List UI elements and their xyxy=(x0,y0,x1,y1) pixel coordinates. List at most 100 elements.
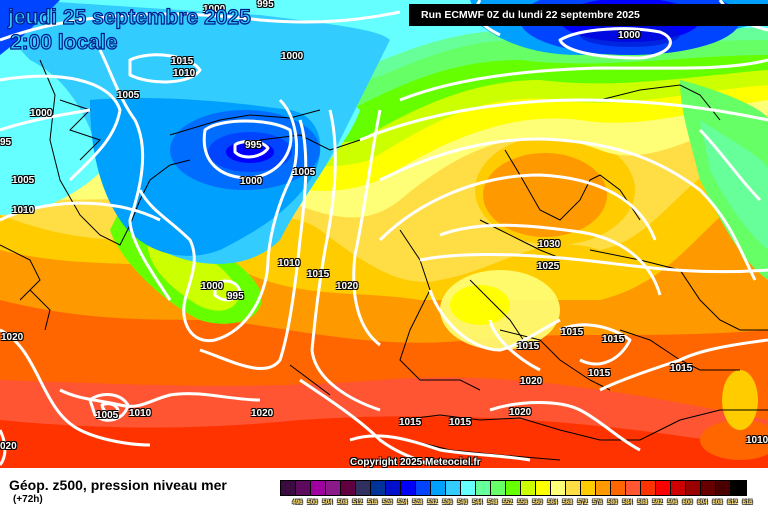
legend-swatch xyxy=(671,481,686,495)
isobar-label: 1025 xyxy=(537,261,560,272)
isobar-label: 1015 xyxy=(670,363,693,374)
legend-label: 496 xyxy=(292,500,303,506)
isobar-label: 1000 xyxy=(281,51,304,62)
isobar-label: 1000 xyxy=(30,108,53,119)
legend-label: 540 xyxy=(457,500,468,506)
legend-swatch xyxy=(611,481,626,495)
legend-swatch xyxy=(581,481,596,495)
forecast-date: jeudi 25 septembre 2025 xyxy=(7,6,251,29)
isobar-label: 1015 xyxy=(561,327,584,338)
legend-swatch xyxy=(716,481,731,495)
forecast-time: 2:00 locale xyxy=(9,31,118,54)
legend-label: 500 xyxy=(307,500,318,506)
legend-swatch xyxy=(506,481,521,495)
isobar-label: 1015 xyxy=(171,56,194,67)
legend-label: 512 xyxy=(352,500,363,506)
legend-label: 576 xyxy=(592,500,603,506)
legend-label: 532 xyxy=(427,500,438,506)
forecast-step: (+72h) xyxy=(13,494,43,505)
isobar-label: 1000 xyxy=(203,4,226,15)
legend-label: 504 xyxy=(322,500,333,506)
legend-swatch xyxy=(521,481,536,495)
legend-swatch xyxy=(311,481,326,495)
legend-label: 560 xyxy=(532,500,543,506)
legend-label: 528 xyxy=(412,500,423,506)
legend-label: 604 xyxy=(697,500,708,506)
isobar-label: 1015 xyxy=(449,417,472,428)
legend-label: 508 xyxy=(337,500,348,506)
parameter-title: Géop. z500, pression niveau mer xyxy=(9,477,227,493)
isobar-label: 1015 xyxy=(517,341,540,352)
isobar-label: 1015 xyxy=(588,368,611,379)
legend-label: 592 xyxy=(652,500,663,506)
legend-swatch xyxy=(626,481,641,495)
legend-swatch xyxy=(341,481,356,495)
legend-swatch xyxy=(416,481,431,495)
legend-label: 544 xyxy=(472,500,483,506)
legend-swatch xyxy=(281,481,296,495)
isobar-label: 1010 xyxy=(12,205,35,216)
isobar-label: 1015 xyxy=(399,417,422,428)
legend-swatch xyxy=(446,481,461,495)
isobar-label: 1005 xyxy=(293,167,316,178)
legend-label: 588 xyxy=(637,500,648,506)
isobar-label: 1000 xyxy=(240,176,263,187)
legend-label: 520 xyxy=(382,500,393,506)
legend-label: 552 xyxy=(502,500,513,506)
legend-label: 516 xyxy=(367,500,378,506)
isobar-label: 1005 xyxy=(12,175,35,186)
isobar-label: 1010 xyxy=(278,258,301,269)
isobar-label: 1020 xyxy=(336,281,359,292)
isobar-label: 995 xyxy=(257,0,274,10)
isobar-label: 1010 xyxy=(173,68,196,79)
legend-swatch xyxy=(701,481,716,495)
isobar-label: 1015 xyxy=(602,334,625,345)
legend-swatch xyxy=(476,481,491,495)
legend-label: 524 xyxy=(397,500,408,506)
legend-label: 608 xyxy=(712,500,723,506)
isobar-label: 1015 xyxy=(307,269,330,280)
legend-swatch xyxy=(386,481,401,495)
map-footer: Géop. z500, pression niveau mer (+72h) 4… xyxy=(0,468,768,512)
legend-swatch xyxy=(566,481,581,495)
legend-label: 536 xyxy=(442,500,453,506)
legend-label: 616 xyxy=(742,500,753,506)
legend-swatch xyxy=(536,481,551,495)
legend-label: 612 xyxy=(727,500,738,506)
isobar-label: 95 xyxy=(0,137,12,148)
legend-label: 580 xyxy=(607,500,618,506)
isobar-label: 1020 xyxy=(520,376,543,387)
legend-swatch xyxy=(371,481,386,495)
isobar-label: 1020 xyxy=(1,332,24,343)
copyright: Copyright 2025 Meteociel.fr xyxy=(350,457,481,468)
legend-label: 596 xyxy=(667,500,678,506)
legend-swatch xyxy=(656,481,671,495)
isobar-label: 1010 xyxy=(746,435,768,446)
legend-label: 600 xyxy=(682,500,693,506)
legend-swatch xyxy=(491,481,506,495)
isobar-label: 1020 xyxy=(509,407,532,418)
isobar-label: 1005 xyxy=(117,90,140,101)
legend-swatch xyxy=(731,481,746,495)
weather-map: 1000 995 1000 1015 1010 1005 1000 95 995 1000 1005… xyxy=(0,0,768,468)
isobar-label: 995 xyxy=(227,291,244,302)
legend-label: 548 xyxy=(487,500,498,506)
legend-swatch xyxy=(641,481,656,495)
color-legend xyxy=(280,480,747,496)
legend-swatch xyxy=(431,481,446,495)
legend-swatch xyxy=(686,481,701,495)
run-label: Run ECMWF 0Z du lundi 22 septembre 2025 xyxy=(421,9,640,21)
isobar-label: 1000 xyxy=(618,30,641,41)
isobar-label: 1020 xyxy=(251,408,274,419)
legend-swatch xyxy=(401,481,416,495)
legend-label: 564 xyxy=(547,500,558,506)
legend-label: 556 xyxy=(517,500,528,506)
isobar-label: 1010 xyxy=(129,408,152,419)
isobar-label: 020 xyxy=(0,441,17,452)
legend-label: 572 xyxy=(577,500,588,506)
isobar-label: 1000 xyxy=(201,281,224,292)
legend-swatch xyxy=(596,481,611,495)
run-info: Run ECMWF 0Z du lundi 22 septembre 2025 xyxy=(409,4,768,26)
legend-swatch xyxy=(326,481,341,495)
legend-swatch xyxy=(461,481,476,495)
